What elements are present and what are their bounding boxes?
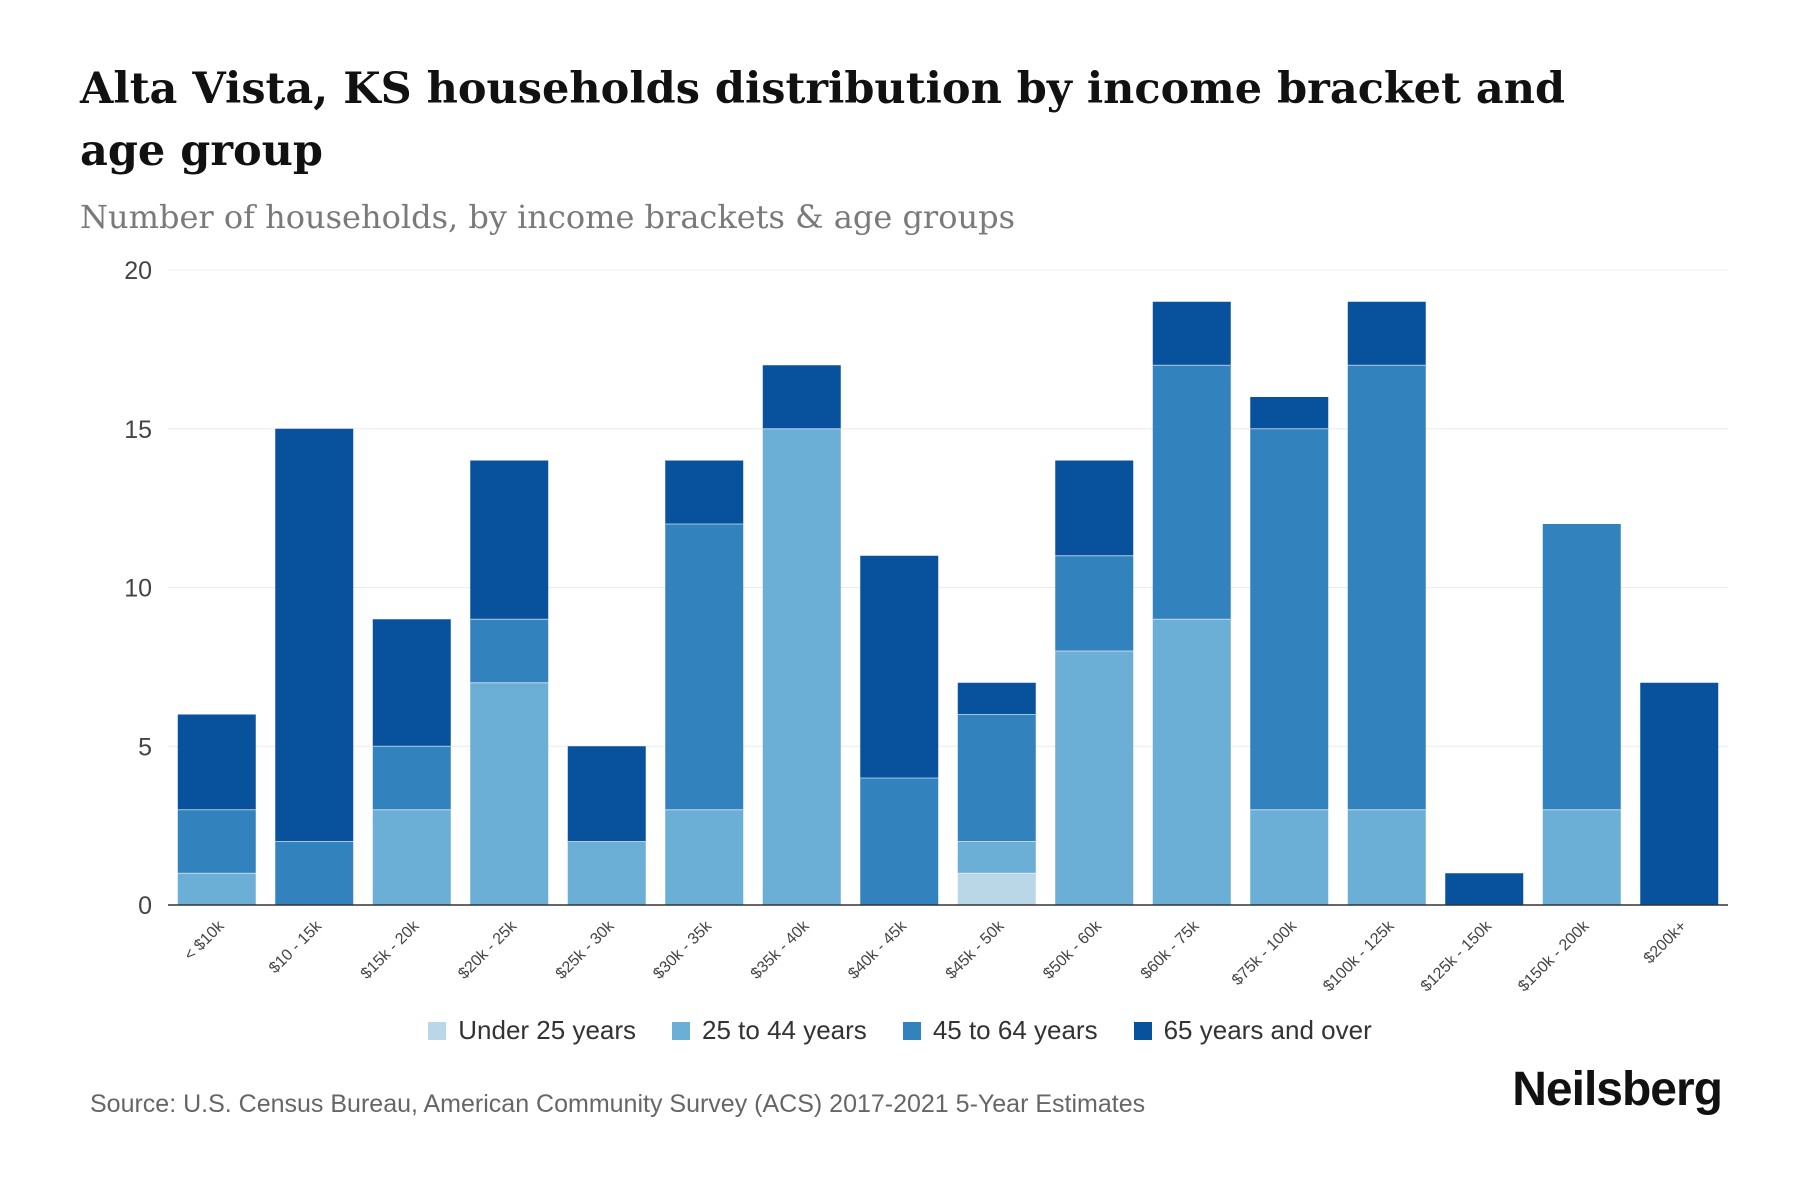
legend-item: 25 to 44 years xyxy=(672,1015,867,1046)
bar-segment xyxy=(470,619,549,683)
bar-segment xyxy=(665,524,744,810)
bar-segment xyxy=(957,841,1036,874)
legend-swatch xyxy=(1133,1021,1152,1040)
bar-segment xyxy=(177,809,256,874)
x-tick-label: < $10k xyxy=(181,917,228,964)
bar-segment xyxy=(1055,555,1134,651)
y-tick-label: 0 xyxy=(138,892,152,920)
legend-label: 65 years and over xyxy=(1163,1015,1372,1045)
bar-segment xyxy=(762,365,841,429)
x-tick-label: $125k - 150k xyxy=(1418,917,1496,995)
bar-segment xyxy=(1445,873,1524,905)
legend-label: 25 to 44 years xyxy=(702,1015,867,1045)
bar-segment xyxy=(1152,301,1231,366)
bar-segment xyxy=(860,555,939,778)
bar-segment xyxy=(957,714,1036,842)
x-tick-label: $200k+ xyxy=(1641,918,1690,967)
bar-segment xyxy=(567,746,646,842)
bar-segment xyxy=(470,460,549,620)
bar-segment xyxy=(275,428,354,842)
x-tick-label: $25k - 30k xyxy=(553,917,619,983)
x-tick-label: $35k - 40k xyxy=(748,917,814,983)
stacked-bar-chart: 0 5 10 15 20 < $10k $10 - 15k $15k - 20k $20k - … xyxy=(124,257,1728,995)
x-tick-label: $150k - 200k xyxy=(1515,917,1593,995)
bar-segment xyxy=(1152,365,1231,620)
bar-segment xyxy=(1542,524,1621,810)
chart-legend: Under 25 years 25 to 44 years 45 to 64 yea… xyxy=(0,1015,1800,1046)
bar-segment xyxy=(762,428,841,905)
bar-segment xyxy=(1152,619,1231,905)
x-tick-label: $50k - 60k xyxy=(1040,917,1106,983)
x-tick-label: $10 - 15k xyxy=(266,917,326,977)
y-tick-label: 10 xyxy=(124,575,152,603)
source-note: Source: U.S. Census Bureau, American Com… xyxy=(90,1090,1146,1118)
bar-segment xyxy=(177,714,256,810)
bar-segment xyxy=(372,809,451,905)
x-tick-label: $45k - 50k xyxy=(943,917,1009,983)
bar-segment xyxy=(957,682,1036,715)
bar-segment xyxy=(275,841,354,905)
legend-item: 45 to 64 years xyxy=(902,1015,1098,1046)
legend-item: Under 25 years xyxy=(428,1015,636,1046)
x-tick-label: $75k - 100k xyxy=(1229,917,1301,989)
bar-segment xyxy=(1250,397,1329,429)
bar-segment xyxy=(957,873,1036,905)
x-tick-label: $60k - 75k xyxy=(1138,917,1204,983)
bar-segment xyxy=(1250,809,1329,905)
bar-segment xyxy=(665,460,744,524)
bar-segment xyxy=(1055,460,1134,556)
bar-segment xyxy=(567,841,646,905)
bar-segment xyxy=(372,746,451,810)
bar-segment xyxy=(860,778,939,905)
x-tick-label: $40k - 45k xyxy=(845,917,911,983)
bar-segment xyxy=(1347,365,1426,810)
bar-segment xyxy=(665,809,744,905)
legend-swatch xyxy=(672,1021,691,1040)
y-tick-label: 15 xyxy=(124,416,152,444)
bar-segment xyxy=(1542,809,1621,905)
legend-swatch xyxy=(428,1021,447,1040)
chart-subtitle: Number of households, by income brackets… xyxy=(80,198,1015,236)
chart-title: Alta Vista, KS households distribution b… xyxy=(80,64,1566,176)
y-tick-label: 5 xyxy=(138,733,152,761)
bar-segment xyxy=(1250,428,1329,810)
brand-logo: Neilsberg xyxy=(1512,1063,1723,1116)
bar-segment xyxy=(372,619,451,747)
x-tick-label: $30k - 35k xyxy=(650,917,716,983)
x-tick-label: $15k - 20k xyxy=(358,917,424,983)
bar-segment xyxy=(1055,651,1134,905)
bar-segment xyxy=(1347,809,1426,905)
bar-segment xyxy=(470,682,549,905)
legend-swatch xyxy=(902,1021,921,1040)
legend-label: 45 to 64 years xyxy=(932,1015,1098,1045)
legend-item: 65 years and over xyxy=(1133,1015,1372,1046)
x-tick-label: $20k - 25k xyxy=(455,917,521,983)
y-tick-label: 20 xyxy=(124,257,152,285)
bar-segment xyxy=(177,873,256,905)
bar-segment xyxy=(1347,301,1426,366)
bar-segment xyxy=(1640,682,1719,905)
legend-label: Under 25 years xyxy=(458,1015,637,1045)
x-tick-label: $100k - 125k xyxy=(1320,917,1398,995)
